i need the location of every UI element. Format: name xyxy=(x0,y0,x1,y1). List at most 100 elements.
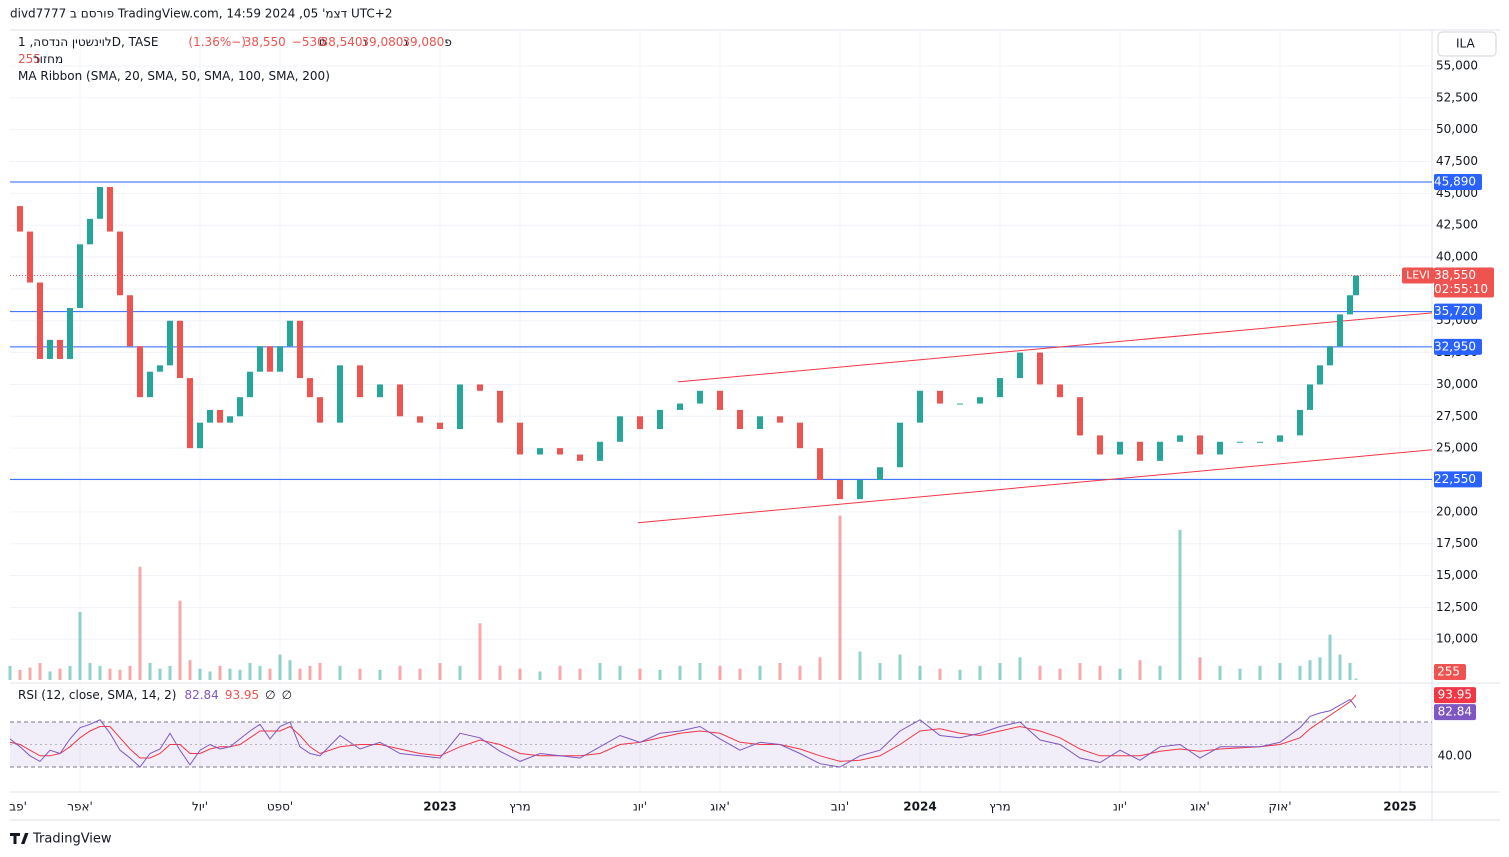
volume-bar xyxy=(98,665,102,680)
ticker-tag xyxy=(1402,267,1434,284)
volume-bar xyxy=(1258,665,1262,680)
candle-body xyxy=(287,320,293,347)
volume-bar xyxy=(798,665,802,680)
candle-body xyxy=(497,390,503,423)
brand: TradingView xyxy=(32,832,112,847)
volume-bar xyxy=(598,663,602,680)
currency-label[interactable]: ILA xyxy=(1456,37,1476,51)
x-tick-label: אוג' xyxy=(1190,800,1210,814)
candle-body xyxy=(297,320,303,379)
candle-body xyxy=(717,390,723,410)
candle-body xyxy=(657,409,663,430)
volume-bar xyxy=(208,671,212,680)
candle-body xyxy=(977,397,983,404)
candle-body xyxy=(377,384,383,398)
rsi-tag-label: 82.84 xyxy=(1438,705,1472,719)
y-tick-label: 15,000 xyxy=(1436,568,1478,582)
x-tick-label: 2025 xyxy=(1383,800,1416,814)
volume-bar xyxy=(268,668,272,680)
y-tick-label: 25,000 xyxy=(1436,441,1478,455)
level-tag xyxy=(1434,303,1482,320)
candle-body xyxy=(677,403,683,410)
rsi-line xyxy=(9,698,1357,768)
price-tag-label: 38,550 xyxy=(1434,268,1476,282)
volume-bar xyxy=(378,669,382,680)
y-tick-label: 10,000 xyxy=(1436,632,1478,646)
volume-bar xyxy=(28,667,32,680)
candle-body xyxy=(87,218,93,245)
legend-item: נ xyxy=(363,35,368,49)
candle-body xyxy=(1077,397,1083,436)
legend: MA Ribbon (SMA, 20, SMA, 50, SMA, 100, S… xyxy=(18,69,330,83)
volume-tag-label: 255 xyxy=(1437,665,1460,679)
legend-item: 38,550 xyxy=(244,35,286,49)
x-tick-label: ספט' xyxy=(267,800,293,814)
candle-body xyxy=(1237,441,1243,443)
volume-bar xyxy=(338,665,342,680)
volume-bar xyxy=(1018,657,1022,680)
volume-bar xyxy=(738,668,742,680)
legend: מחזור255 xyxy=(18,52,63,66)
volume-bar xyxy=(638,668,642,680)
candle-body xyxy=(697,390,703,404)
volume-bar xyxy=(938,668,942,680)
candle-body xyxy=(557,448,563,455)
y-tick-label: 30,000 xyxy=(1436,377,1478,391)
level-label: 32,950 xyxy=(1434,339,1476,353)
candle-body xyxy=(317,397,323,423)
volume-bar xyxy=(358,668,362,680)
volume-bar xyxy=(228,668,232,680)
candle-body xyxy=(247,371,253,398)
ticker-label: LEVI xyxy=(1406,269,1430,282)
candle-body xyxy=(877,467,883,480)
volume-bar xyxy=(518,668,522,680)
level-tag xyxy=(1434,471,1482,488)
legend-item: RSI (12, close, SMA, 14, 2) xyxy=(18,688,176,702)
candle-body xyxy=(1117,441,1123,455)
candle-body xyxy=(237,397,243,417)
volume-bar xyxy=(8,665,12,680)
volume-bar xyxy=(308,665,312,680)
volume-bar xyxy=(498,665,502,680)
legend-item: ס xyxy=(319,35,327,49)
volume-bar xyxy=(1098,665,1102,680)
candle-body xyxy=(837,479,843,500)
volume-bar xyxy=(168,665,172,680)
candle-body xyxy=(777,416,783,423)
volume-bar xyxy=(38,663,42,680)
candle-body xyxy=(1177,435,1183,442)
candle-body xyxy=(207,409,213,423)
level-label: 35,720 xyxy=(1434,304,1476,318)
volume-bar xyxy=(1318,657,1322,680)
y-tick-label: 40,000 xyxy=(1436,250,1478,264)
volume-bar xyxy=(858,651,862,680)
candle-body xyxy=(307,378,313,398)
rsi-tick-label: 40.00 xyxy=(1438,748,1472,762)
legend-item: פ xyxy=(444,35,452,49)
candle-body xyxy=(857,479,863,500)
volume-bar xyxy=(578,668,582,680)
candle-body xyxy=(77,244,83,309)
currency-button[interactable] xyxy=(1437,31,1497,57)
volume-bar xyxy=(1308,660,1312,680)
volume-bar xyxy=(148,663,152,680)
x-tick-label: 2024 xyxy=(903,800,936,814)
volume-bar xyxy=(58,668,62,680)
volume-bar xyxy=(1348,663,1352,680)
candle-body xyxy=(1307,384,1313,410)
y-tick-label: 27,500 xyxy=(1436,409,1478,423)
volume-bar xyxy=(1328,634,1332,680)
y-tick-label: 47,500 xyxy=(1436,154,1478,168)
volume-bar xyxy=(288,660,292,680)
candle-body xyxy=(137,346,143,398)
volume-bar xyxy=(118,669,122,680)
volume-bar xyxy=(78,612,82,680)
candle-body xyxy=(147,371,153,398)
candle-body xyxy=(1353,275,1359,296)
legend-item: מחזור xyxy=(33,52,63,66)
legend-item: ג xyxy=(403,35,408,49)
candle-body xyxy=(797,422,803,449)
candle-body xyxy=(1057,384,1063,398)
volume-bar xyxy=(1198,657,1202,680)
legend-item: 93.95 xyxy=(225,688,259,702)
